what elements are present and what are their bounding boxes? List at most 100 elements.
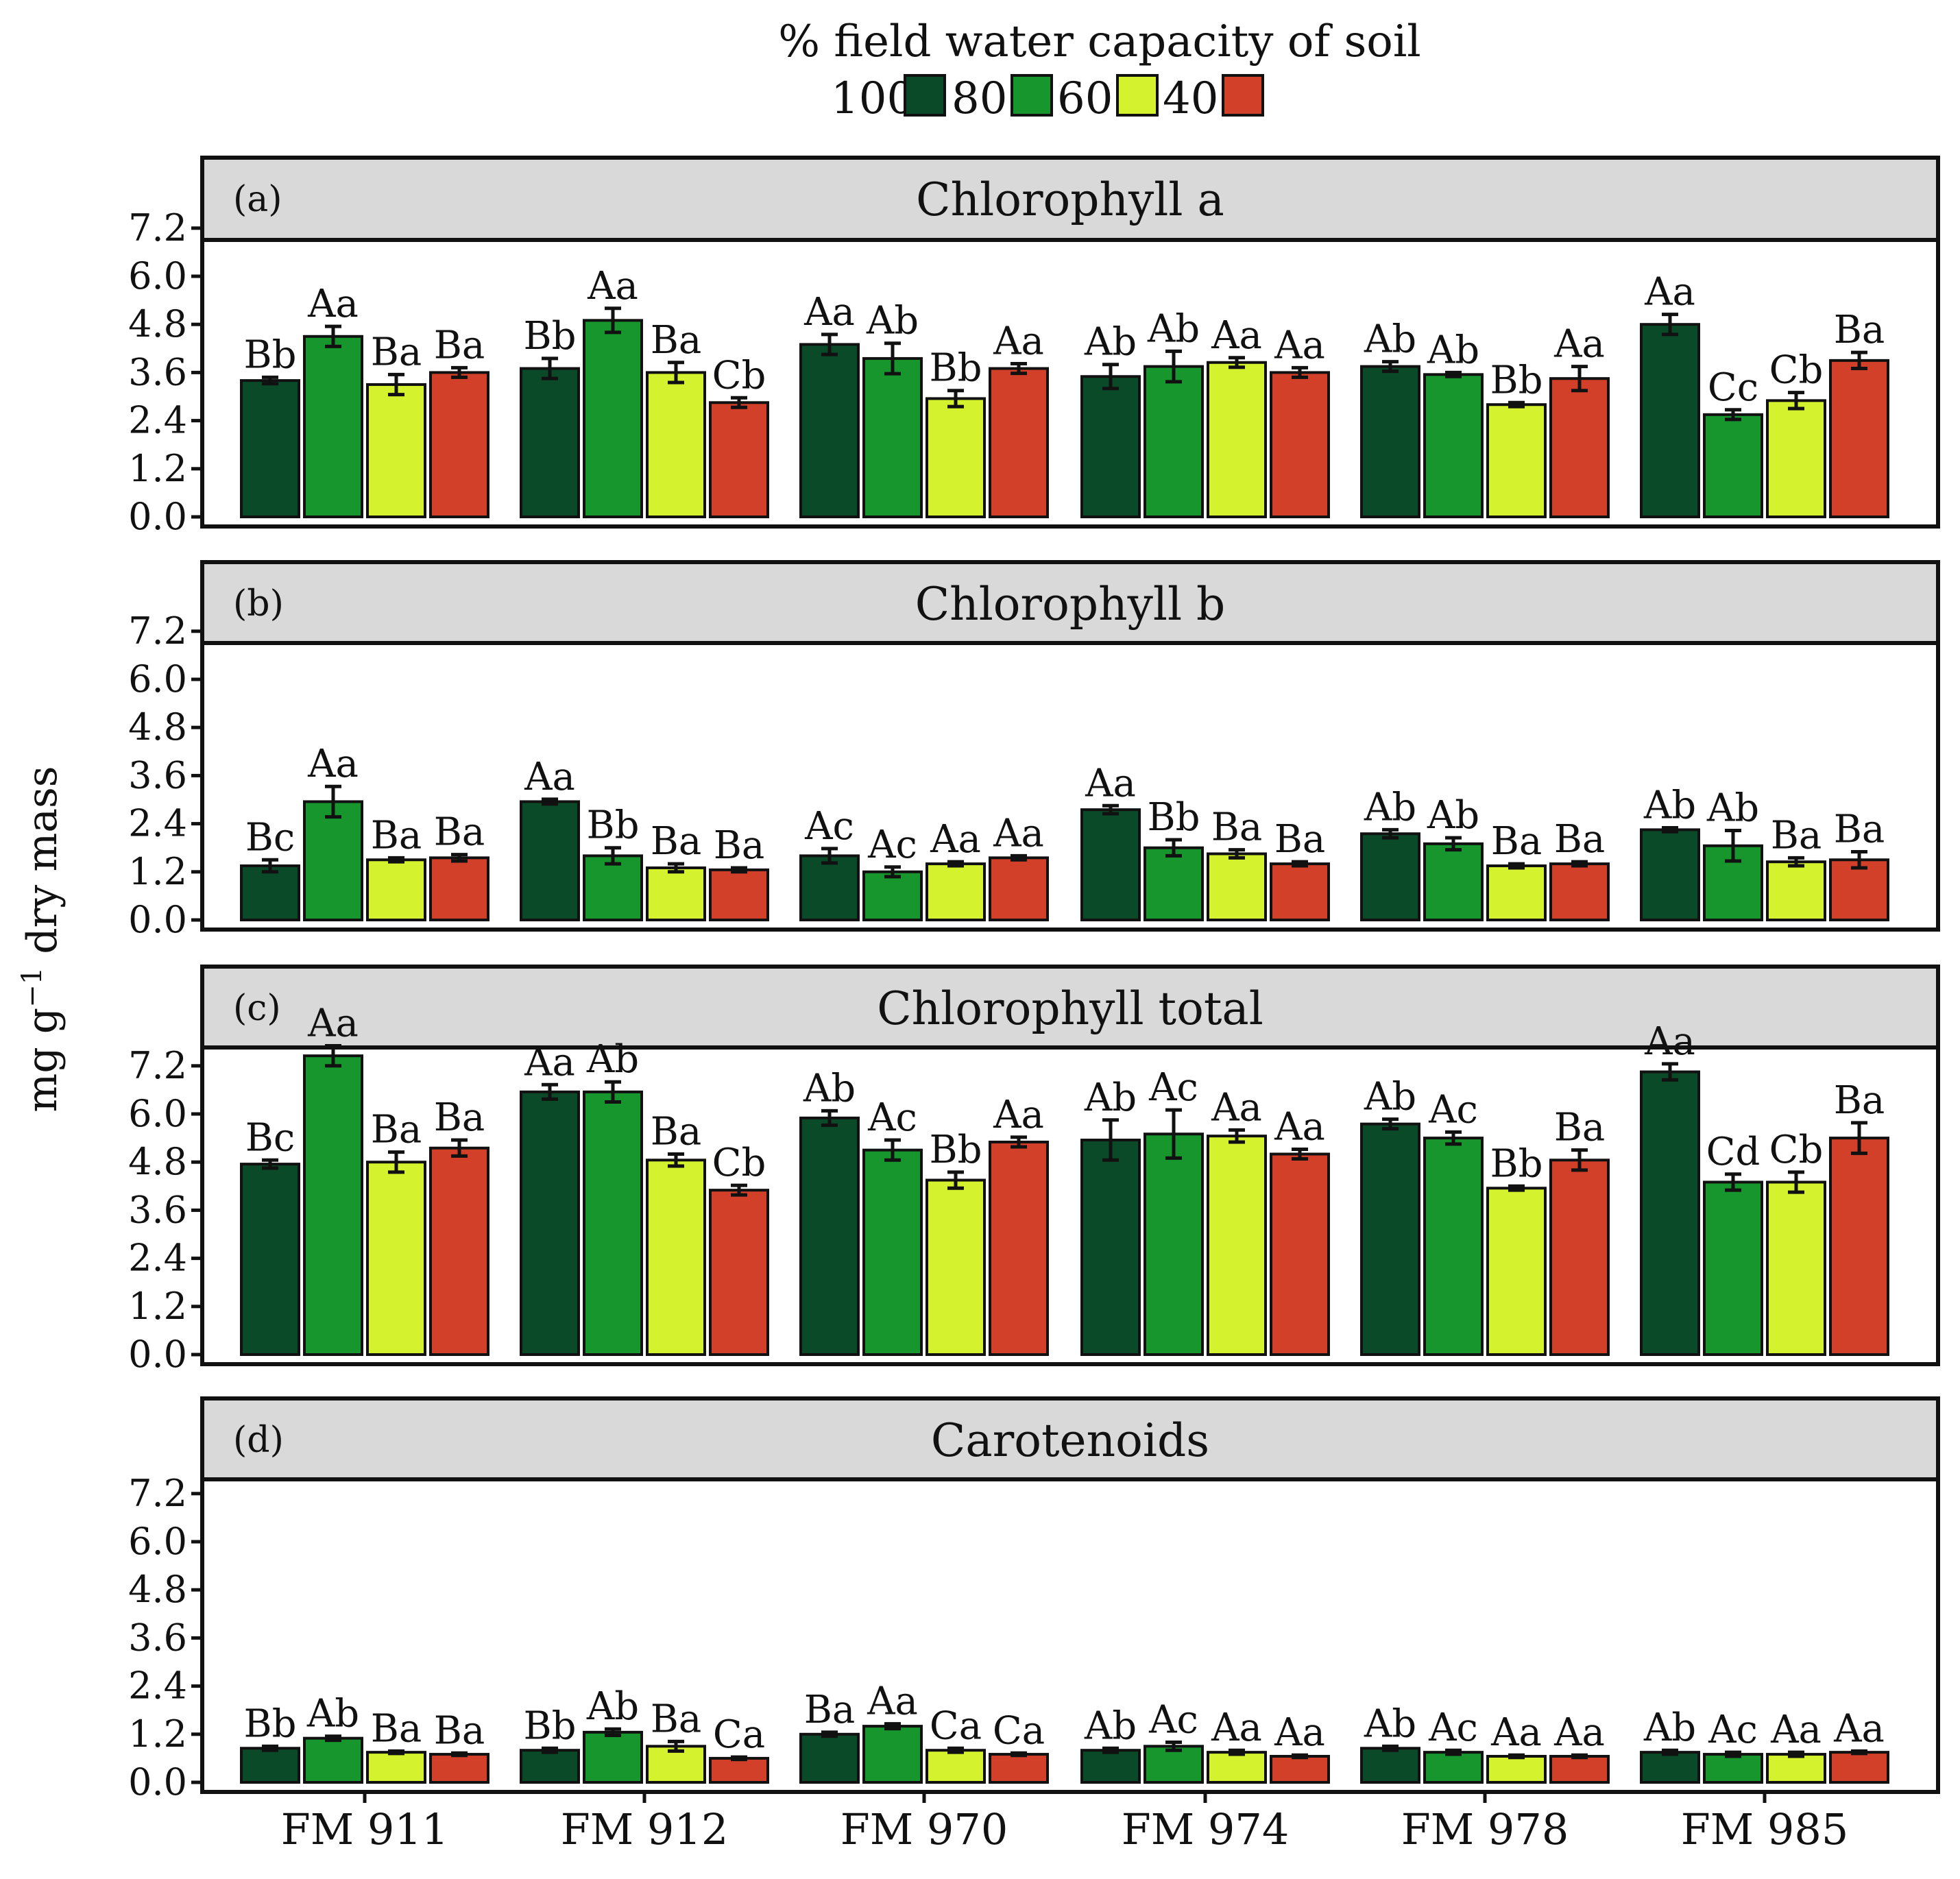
bar bbox=[1486, 403, 1547, 519]
y-tick-label: 6.0 bbox=[128, 1092, 187, 1135]
bar bbox=[303, 335, 363, 518]
significance-label: Aa bbox=[993, 811, 1044, 856]
panel-title: Carotenoids bbox=[931, 1414, 1209, 1467]
y-tick-label: 4.8 bbox=[128, 1568, 187, 1611]
bar bbox=[646, 371, 706, 519]
significance-label: Ba bbox=[434, 1708, 485, 1753]
significance-label: Ab bbox=[1427, 793, 1479, 838]
bar bbox=[925, 862, 986, 921]
bar bbox=[240, 1163, 300, 1356]
significance-label: Aa bbox=[1274, 1710, 1325, 1755]
bar bbox=[1829, 858, 1889, 921]
significance-label: Aa bbox=[524, 755, 575, 799]
x-category-label: FM 985 bbox=[1681, 1804, 1849, 1854]
bar bbox=[1766, 399, 1826, 518]
bar bbox=[1144, 365, 1204, 518]
bar bbox=[303, 1054, 363, 1357]
bar bbox=[1486, 1187, 1547, 1356]
significance-label: Ba bbox=[371, 1108, 422, 1152]
bar bbox=[583, 1730, 643, 1784]
significance-label: Aa bbox=[1274, 323, 1325, 367]
panel-1: (a) Chlorophyll a0.01.22.43.64.86.07.2BbA… bbox=[128, 156, 1940, 538]
legend-swatch-80 bbox=[1011, 74, 1053, 117]
x-category-label: FM 911 bbox=[281, 1804, 449, 1854]
bar bbox=[1549, 1754, 1610, 1784]
y-axis-label: mg g−1 dry mass bbox=[16, 766, 66, 1112]
significance-label: Ab bbox=[306, 1692, 359, 1736]
significance-label: Bb bbox=[1490, 358, 1543, 402]
bar bbox=[709, 868, 769, 921]
bar bbox=[1144, 1745, 1204, 1784]
significance-label: Ab bbox=[1364, 1075, 1416, 1119]
bar bbox=[1207, 852, 1267, 921]
y-tick-label: 1.2 bbox=[128, 1285, 187, 1328]
panel-frame bbox=[200, 1045, 1940, 1366]
bar bbox=[1703, 413, 1763, 519]
y-tick-label: 7.2 bbox=[128, 1044, 187, 1087]
bar bbox=[520, 367, 580, 518]
bar bbox=[799, 854, 860, 922]
significance-label: Ba bbox=[651, 819, 702, 864]
significance-label: Bb bbox=[524, 314, 577, 359]
bar bbox=[1703, 1753, 1763, 1784]
bar bbox=[429, 371, 489, 519]
significance-label: Aa bbox=[1644, 1019, 1695, 1064]
significance-label: Aa bbox=[1211, 1706, 1262, 1750]
y-tick-label: 7.2 bbox=[128, 1472, 187, 1515]
bar bbox=[1360, 365, 1420, 518]
significance-label: Bb bbox=[930, 1128, 982, 1172]
y-tick-label: 1.2 bbox=[128, 1712, 187, 1756]
significance-label: Ba bbox=[1834, 308, 1885, 352]
panel-title: Chlorophyll a bbox=[916, 173, 1224, 226]
bar bbox=[1829, 359, 1889, 518]
significance-label: Ba bbox=[371, 813, 422, 858]
significance-label: Bb bbox=[930, 346, 982, 391]
bar bbox=[366, 1161, 426, 1356]
significance-label: Bb bbox=[587, 803, 640, 848]
bar bbox=[1270, 371, 1330, 519]
significance-label: Ac bbox=[867, 1095, 917, 1140]
legend-label-60: 60 bbox=[1057, 73, 1113, 124]
significance-label: Aa bbox=[307, 1002, 359, 1046]
panel-frame bbox=[200, 641, 1940, 932]
legend-label-100: 100 bbox=[831, 73, 915, 124]
legend-swatch-100 bbox=[904, 74, 946, 117]
bar bbox=[1829, 1751, 1889, 1784]
significance-label: Aa bbox=[1085, 761, 1136, 805]
y-tick-label: 2.4 bbox=[128, 1237, 187, 1280]
significance-label: Ab bbox=[1084, 320, 1137, 365]
significance-label: Cb bbox=[1769, 1128, 1824, 1172]
bar bbox=[1549, 862, 1610, 921]
bar bbox=[799, 1116, 860, 1356]
y-tick-label: 2.4 bbox=[128, 1664, 187, 1708]
significance-label: Ab bbox=[1427, 328, 1479, 372]
bar bbox=[989, 1753, 1049, 1784]
significance-label: Cd bbox=[1706, 1130, 1761, 1174]
legend-items: 100 80 60 40 bbox=[831, 73, 1264, 124]
y-tick-label: 2.4 bbox=[128, 802, 187, 845]
y-tick-label: 4.8 bbox=[128, 705, 187, 749]
bar bbox=[429, 1146, 489, 1356]
bar bbox=[1144, 846, 1204, 921]
significance-label: Ac bbox=[1428, 1706, 1478, 1750]
significance-label: Ba bbox=[1274, 817, 1326, 862]
y-tick-label: 3.6 bbox=[128, 350, 187, 393]
bar bbox=[989, 367, 1049, 518]
bar bbox=[646, 866, 706, 921]
significance-label: Aa bbox=[1211, 313, 1262, 358]
significance-label: Aa bbox=[1211, 1085, 1262, 1130]
bar bbox=[1640, 323, 1700, 518]
y-tick-label: 1.2 bbox=[128, 447, 187, 490]
significance-label: Ab bbox=[1147, 306, 1200, 351]
significance-label: Ba bbox=[371, 1706, 422, 1751]
x-category-label: FM 978 bbox=[1401, 1804, 1569, 1854]
y-tick-label: 0.0 bbox=[128, 1333, 187, 1376]
bar bbox=[646, 1159, 706, 1357]
significance-label: Ba bbox=[1554, 1106, 1606, 1150]
significance-label: Bb bbox=[1490, 1141, 1543, 1186]
bar bbox=[1829, 1137, 1889, 1356]
bar bbox=[520, 1749, 580, 1784]
significance-label: Aa bbox=[1644, 270, 1695, 315]
significance-label: Ac bbox=[804, 804, 854, 849]
